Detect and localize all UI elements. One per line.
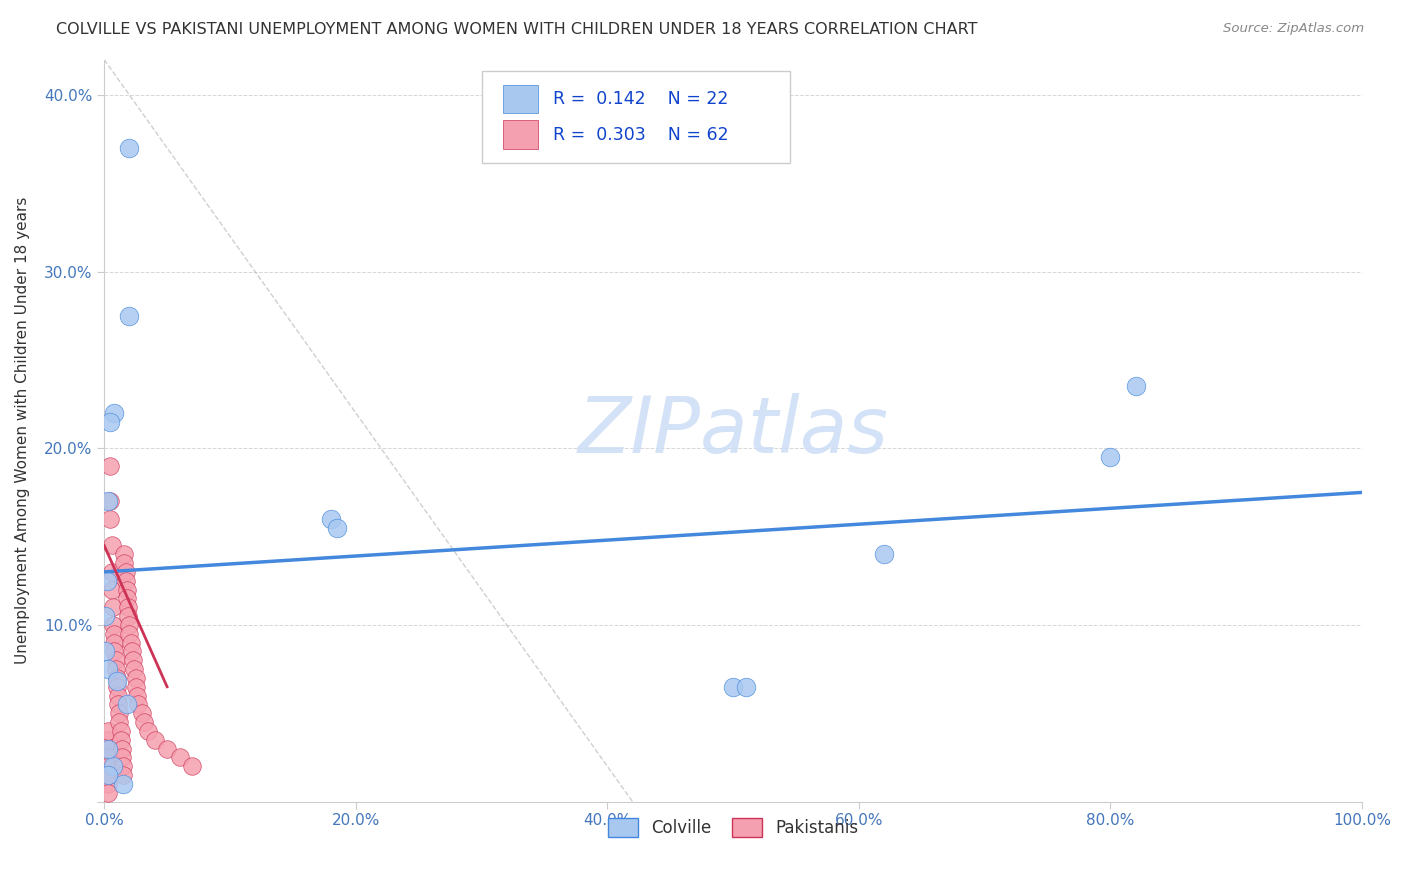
Text: R =  0.303    N = 62: R = 0.303 N = 62 xyxy=(553,126,728,144)
Point xyxy=(319,512,342,526)
Point xyxy=(127,698,149,712)
Y-axis label: Unemployment Among Women with Children Under 18 years: Unemployment Among Women with Children U… xyxy=(15,197,30,665)
Point xyxy=(111,750,134,764)
Point xyxy=(143,732,166,747)
Point xyxy=(110,732,132,747)
Point xyxy=(1125,379,1147,393)
Point xyxy=(97,723,120,738)
Point xyxy=(97,662,120,676)
Point xyxy=(118,626,141,640)
FancyBboxPatch shape xyxy=(481,70,790,163)
Point xyxy=(112,777,135,791)
Point xyxy=(104,662,127,676)
Point xyxy=(118,309,141,323)
Point xyxy=(103,635,125,649)
Point xyxy=(100,512,122,526)
Text: R =  0.142    N = 22: R = 0.142 N = 22 xyxy=(553,90,728,108)
Point xyxy=(112,547,135,561)
Point xyxy=(156,741,179,756)
Text: COLVILLE VS PAKISTANI UNEMPLOYMENT AMONG WOMEN WITH CHILDREN UNDER 18 YEARS CORR: COLVILLE VS PAKISTANI UNEMPLOYMENT AMONG… xyxy=(56,22,977,37)
Point xyxy=(98,741,121,756)
Point xyxy=(108,706,131,721)
Point xyxy=(181,759,204,773)
Point xyxy=(97,768,120,782)
Point xyxy=(1099,450,1122,464)
Point xyxy=(120,635,142,649)
Point xyxy=(101,600,124,615)
Point xyxy=(115,582,138,597)
Point xyxy=(326,521,349,535)
Point xyxy=(107,689,129,703)
Point xyxy=(97,750,120,764)
Point xyxy=(101,759,124,773)
Point xyxy=(112,759,135,773)
Point xyxy=(122,653,145,667)
Point xyxy=(115,698,138,712)
FancyBboxPatch shape xyxy=(503,85,538,113)
Point xyxy=(97,494,120,508)
Point xyxy=(105,671,128,685)
Point xyxy=(97,786,120,800)
Point xyxy=(131,706,153,721)
Point xyxy=(105,674,128,689)
Point xyxy=(107,698,129,712)
Point xyxy=(117,609,139,624)
Point xyxy=(97,768,120,782)
Point xyxy=(114,565,136,579)
Point xyxy=(100,538,122,552)
Point xyxy=(100,415,122,429)
Point xyxy=(97,741,120,756)
Point xyxy=(112,556,135,570)
Point xyxy=(118,618,141,632)
Point xyxy=(94,609,117,624)
Point xyxy=(117,600,139,615)
Point xyxy=(105,680,128,694)
Point xyxy=(98,750,121,764)
Point xyxy=(721,680,744,694)
Point xyxy=(98,768,121,782)
Point xyxy=(124,662,146,676)
Point xyxy=(111,741,134,756)
Point xyxy=(124,671,146,685)
Point xyxy=(97,777,120,791)
Point xyxy=(169,750,191,764)
Point xyxy=(94,644,117,658)
Point xyxy=(121,644,143,658)
Point xyxy=(108,715,131,730)
Point xyxy=(112,768,135,782)
Point xyxy=(134,715,156,730)
Point xyxy=(100,582,122,597)
Point xyxy=(96,574,118,588)
FancyBboxPatch shape xyxy=(503,120,538,149)
Point xyxy=(118,141,141,155)
Point xyxy=(115,591,138,606)
Point xyxy=(100,494,122,508)
Point xyxy=(104,653,127,667)
Point xyxy=(103,644,125,658)
Legend: Colville, Pakistanis: Colville, Pakistanis xyxy=(600,809,866,846)
Point xyxy=(100,565,122,579)
Text: Source: ZipAtlas.com: Source: ZipAtlas.com xyxy=(1223,22,1364,36)
Point xyxy=(873,547,896,561)
Point xyxy=(103,626,125,640)
Point xyxy=(97,741,120,756)
Point xyxy=(734,680,756,694)
Point xyxy=(103,406,125,420)
Point xyxy=(114,574,136,588)
Point xyxy=(101,618,124,632)
Point xyxy=(97,732,120,747)
Point xyxy=(125,689,148,703)
Point xyxy=(98,759,121,773)
Point xyxy=(136,723,159,738)
Point xyxy=(100,458,122,473)
Point xyxy=(97,759,120,773)
Point xyxy=(110,723,132,738)
Text: ZIPatlas: ZIPatlas xyxy=(578,392,889,468)
Point xyxy=(124,680,146,694)
